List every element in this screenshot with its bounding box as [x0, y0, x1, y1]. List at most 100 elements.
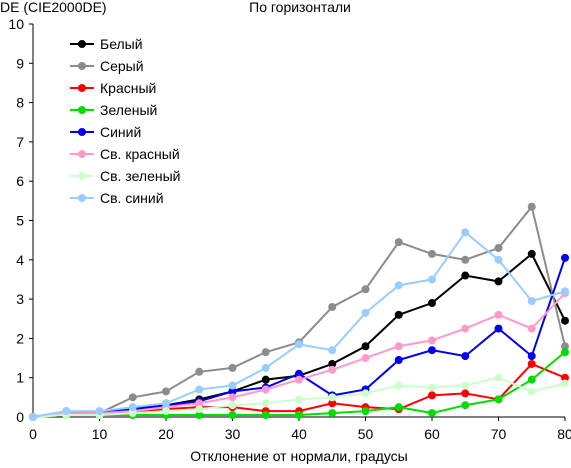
legend-label-6: Св. красный: [100, 146, 180, 162]
data-point: [428, 275, 436, 284]
data-point: [461, 271, 470, 280]
legend-label-8: Св. синий: [100, 190, 164, 206]
data-point: [394, 381, 403, 390]
data-point: [295, 375, 303, 384]
data-point: [461, 352, 470, 361]
data-point: [527, 359, 536, 368]
data-point: [228, 401, 237, 410]
data-point: [494, 255, 503, 264]
data-point: [162, 399, 170, 408]
data-point: [561, 348, 569, 357]
data-point: [261, 375, 270, 384]
data-point: [561, 373, 569, 382]
y-tick-label: 5: [16, 213, 24, 229]
data-point: [428, 391, 436, 400]
data-point: [394, 281, 403, 290]
data-point: [494, 395, 503, 404]
data-point: [62, 407, 71, 416]
data-point: [428, 383, 436, 392]
data-point: [328, 365, 337, 374]
data-point: [29, 413, 37, 421]
data-point: [95, 407, 104, 416]
data-point: [128, 393, 137, 402]
data-point: [361, 342, 370, 351]
series-line-2: [32, 204, 566, 418]
series-line-8: [32, 230, 566, 418]
data-point: [162, 387, 170, 396]
data-point: [328, 393, 337, 402]
data-point: [261, 363, 270, 372]
data-point: [295, 340, 303, 349]
y-tick-label: 8: [16, 95, 24, 111]
data-point: [461, 389, 470, 398]
data-point: [228, 387, 237, 396]
data-point: [295, 395, 303, 404]
data-point: [428, 409, 436, 418]
data-point: [162, 407, 170, 416]
data-point: [328, 399, 337, 408]
data-point: [361, 285, 370, 294]
data-point: [428, 249, 436, 258]
data-point: [527, 375, 536, 384]
legend-label-4: Зеленый: [100, 102, 157, 118]
data-point: [527, 297, 536, 306]
data-point: [561, 379, 569, 388]
data-point: [328, 359, 337, 368]
data-point: [261, 411, 270, 420]
data-point: [394, 310, 403, 319]
legend-marker-5: [78, 128, 86, 136]
legend-label-3: Красный: [100, 80, 156, 96]
data-point: [295, 369, 303, 378]
data-point: [527, 387, 536, 396]
x-axis-title: Отклонение от нормали, градусы: [190, 448, 408, 464]
y-tick-label: 1: [16, 370, 24, 386]
y-tick-label: 9: [16, 55, 24, 71]
data-point: [561, 287, 569, 296]
data-point: [328, 302, 337, 311]
x-tick-label: 40: [291, 426, 307, 442]
chart-title: По горизонтали: [249, 0, 351, 15]
data-point: [328, 409, 337, 418]
legend-marker-7: [78, 172, 86, 180]
y-axis-title: DE (CIE2000DE): [0, 0, 107, 15]
data-point: [195, 405, 204, 414]
legend-label-1: Белый: [100, 36, 143, 52]
data-point: [228, 411, 237, 420]
data-point: [527, 249, 536, 258]
data-point: [228, 393, 237, 402]
legend-label-2: Серый: [100, 58, 144, 74]
x-tick-label: 10: [92, 426, 108, 442]
data-point: [195, 367, 204, 376]
data-point: [461, 401, 470, 410]
data-point: [461, 255, 470, 264]
legend-marker-6: [78, 150, 86, 158]
legend-marker-2: [78, 62, 86, 70]
legend-label-7: Св. зеленый: [100, 168, 180, 184]
data-point: [195, 385, 204, 394]
data-point: [361, 308, 370, 317]
y-tick-label: 3: [16, 291, 24, 307]
x-tick-label: 0: [29, 426, 37, 442]
y-tick-label: 7: [16, 134, 24, 150]
data-point: [494, 310, 503, 319]
data-point: [527, 352, 536, 361]
x-tick-label: 80: [557, 426, 571, 442]
legend-label-5: Синий: [100, 124, 141, 140]
data-point: [428, 346, 436, 355]
data-point: [195, 411, 204, 420]
data-point: [461, 381, 470, 390]
data-point: [461, 228, 470, 237]
data-point: [228, 381, 237, 390]
data-point: [527, 324, 536, 333]
data-point: [394, 342, 403, 351]
data-point: [128, 409, 137, 418]
data-point: [394, 356, 403, 365]
data-point: [527, 202, 536, 211]
x-tick-label: 70: [491, 426, 507, 442]
legend-marker-4: [78, 106, 86, 114]
series-line-5: [32, 257, 566, 418]
data-point: [561, 253, 569, 262]
data-point: [561, 342, 569, 351]
y-tick-label: 4: [16, 252, 24, 268]
y-tick-label: 2: [16, 330, 24, 346]
